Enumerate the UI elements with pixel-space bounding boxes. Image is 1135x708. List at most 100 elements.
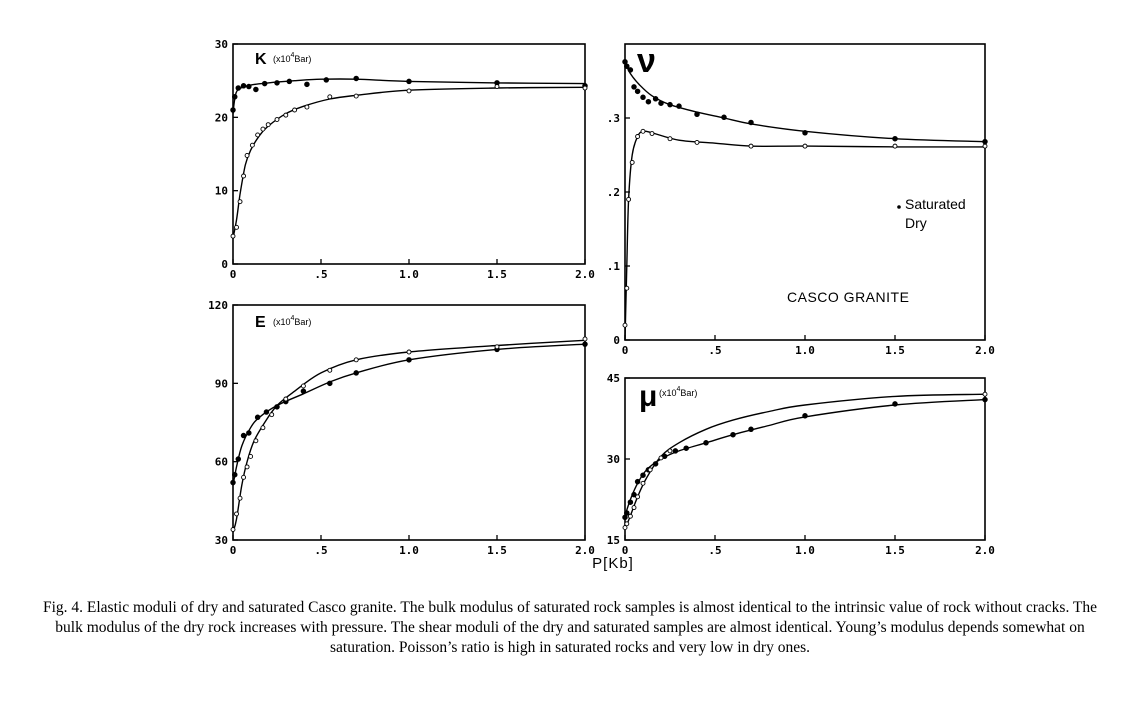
x-tick-label: 1.5: [885, 544, 905, 557]
data-point-nu-dry: [649, 131, 655, 136]
data-point-K-saturated: [240, 83, 247, 89]
data-point-E-saturated: [327, 380, 333, 387]
data-point-mu-dry: [982, 391, 988, 397]
data-point-mu-dry: [624, 521, 630, 527]
data-point-E-dry: [248, 453, 254, 459]
data-point-E-dry: [230, 527, 236, 533]
data-point-nu-saturated: [645, 98, 652, 105]
data-point-K-saturated: [235, 85, 242, 91]
panel-unit-K: (x104Bar): [273, 52, 311, 64]
data-point-nu-saturated: [652, 96, 659, 102]
data-point-E-saturated: [240, 432, 247, 439]
data-point-K-saturated: [274, 80, 280, 86]
data-point-K-dry: [353, 93, 359, 99]
panel-frame-K: [232, 43, 586, 265]
x-tick-label: .5: [708, 544, 721, 557]
data-point-nu-dry: [802, 143, 808, 149]
series-line-K-saturated: [232, 78, 586, 114]
data-point-K-dry: [230, 233, 236, 239]
data-point-K-dry: [274, 117, 280, 122]
data-point-nu-dry: [629, 159, 635, 165]
data-point-E-dry: [300, 383, 306, 389]
panel-nu: 0 .5 1.0 1.5 2.0 0 .1 .2 .3 ν: [607, 42, 995, 357]
series-line-nu-saturated: [624, 62, 986, 143]
data-point-nu-saturated: [624, 63, 630, 69]
x-tick-label: .5: [708, 344, 721, 357]
panel-symbol-mu: μ: [639, 380, 657, 413]
y-tick-label: .1: [607, 260, 621, 273]
panel-symbol-K: K: [255, 51, 267, 68]
data-point-E-saturated: [232, 471, 238, 478]
data-point-nu-dry: [624, 285, 630, 291]
data-point-mu-dry: [640, 480, 646, 486]
x-tick-label: 2.0: [975, 544, 995, 557]
data-point-mu-saturated: [672, 448, 679, 454]
data-point-nu-saturated: [622, 59, 628, 65]
data-point-E-dry: [241, 474, 247, 480]
x-tick-label: 1.5: [885, 344, 905, 357]
data-point-K-dry: [265, 122, 271, 128]
figure-caption: Fig. 4. Elastic moduli of dry and satura…: [42, 599, 1098, 656]
data-point-K-dry: [406, 88, 412, 94]
data-point-E-saturated: [353, 370, 359, 376]
data-point-nu-saturated: [802, 130, 808, 136]
data-point-K-saturated: [353, 75, 359, 82]
data-point-nu-dry: [626, 196, 632, 202]
data-point-E-saturated: [582, 341, 588, 347]
y-tick-label: 20: [215, 111, 228, 124]
y-tick-label: 45: [607, 372, 620, 385]
data-point-K-dry: [249, 142, 255, 148]
panel-mu: 0 .5 1.0 1.5 2.0 15 30 45 μ (x104Bar): [607, 372, 995, 557]
data-point-E-dry: [582, 336, 588, 342]
data-point-mu-dry: [631, 505, 637, 511]
data-point-K-dry: [244, 153, 250, 158]
x-tick-label: .5: [314, 544, 327, 557]
data-point-nu-dry: [667, 136, 673, 142]
data-point-mu-saturated: [634, 478, 641, 485]
y-tick-label: 60: [215, 456, 228, 469]
series-line-E-saturated: [232, 343, 586, 486]
series-line-nu-dry: [624, 130, 986, 341]
data-point-K-dry: [237, 199, 243, 205]
data-point-mu-dry: [658, 455, 664, 461]
data-point-mu-saturated: [631, 491, 637, 498]
data-point-K-dry: [234, 224, 239, 230]
data-point-nu-saturated: [676, 103, 682, 109]
data-point-E-dry: [253, 438, 259, 444]
data-point-K-dry: [304, 104, 310, 110]
data-point-mu-saturated: [892, 401, 898, 407]
data-point-K-dry: [327, 94, 333, 100]
data-point-mu-saturated: [624, 510, 630, 516]
data-point-mu-saturated: [982, 396, 988, 403]
data-point-E-saturated: [230, 479, 236, 486]
data-point-mu-saturated: [703, 440, 709, 446]
data-point-K-dry: [494, 84, 500, 89]
panel-frame-E: [232, 304, 586, 541]
x-tick-label: 1.0: [399, 544, 419, 557]
data-point-mu-saturated: [627, 499, 634, 505]
data-point-nu-saturated: [658, 100, 664, 106]
legend-label-saturated: Saturated: [905, 196, 966, 212]
legend: Saturated Dry: [897, 196, 966, 231]
series-line-K-dry: [232, 86, 586, 239]
data-point-mu-dry: [622, 525, 628, 531]
data-point-nu-saturated: [634, 88, 641, 95]
data-point-E-saturated: [406, 357, 412, 363]
y-tick-label: 10: [215, 185, 228, 198]
data-point-K-saturated: [230, 107, 236, 113]
figure-canvas: 0 .5 1.0 1.5 2.0 0 10 20 30 K (x104Bar) 0 .5 1.0 1.5 2.…: [208, 38, 995, 572]
x-tick-label: 2.0: [575, 544, 595, 557]
data-point-K-saturated: [406, 78, 412, 85]
data-point-E-saturated: [254, 414, 261, 421]
data-point-E-saturated: [235, 456, 242, 462]
panel-unit-E: (x104Bar): [273, 315, 311, 327]
data-point-nu-saturated: [667, 101, 673, 108]
y-tick-label: 30: [215, 38, 228, 51]
data-point-nu-saturated: [892, 135, 898, 142]
data-point-mu-saturated: [802, 413, 808, 419]
data-point-K-saturated: [261, 80, 268, 87]
y-tick-label: 0: [221, 258, 228, 271]
data-point-K-dry: [582, 85, 588, 91]
data-point-mu-dry: [627, 513, 633, 519]
x-tick-label: 1.5: [487, 268, 507, 281]
